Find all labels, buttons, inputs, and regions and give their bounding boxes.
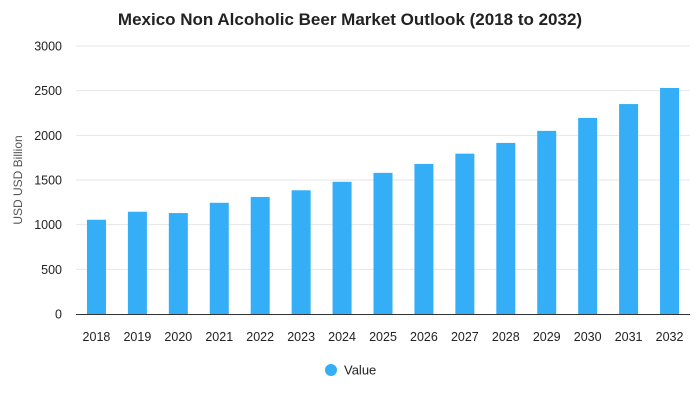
x-tick-label: 2023 xyxy=(287,330,315,344)
bar-2031[interactable] xyxy=(619,104,639,314)
bar-2026[interactable] xyxy=(414,163,434,314)
x-tick-label: 2032 xyxy=(656,330,684,344)
bars xyxy=(86,87,680,314)
x-tick-label: 2026 xyxy=(410,330,438,344)
y-tick-label: 1500 xyxy=(34,174,62,188)
x-tick-label: 2027 xyxy=(451,330,479,344)
x-tick-label: 2029 xyxy=(533,330,561,344)
x-tick-label: 2024 xyxy=(328,330,356,344)
chart-title: Mexico Non Alcoholic Beer Market Outlook… xyxy=(118,10,582,29)
x-tick-label: 2025 xyxy=(369,330,397,344)
x-axis-ticks: 2018 2019 2020 2021 2022 2023 2024 2025 2026 2027… xyxy=(83,330,684,344)
x-tick-label: 2019 xyxy=(123,330,151,344)
x-tick-label: 2028 xyxy=(492,330,520,344)
y-axis-label: USD USD Billion xyxy=(11,135,25,224)
y-tick-label: 2000 xyxy=(34,129,62,143)
bar-2029[interactable] xyxy=(537,130,557,314)
y-tick-label: 1000 xyxy=(34,218,62,232)
x-tick-label: 2030 xyxy=(574,330,602,344)
bar-2020[interactable] xyxy=(168,213,188,314)
bar-2032[interactable] xyxy=(660,87,680,314)
bar-2018[interactable] xyxy=(86,219,106,314)
y-tick-label: 2500 xyxy=(34,84,62,98)
legend-label: Value xyxy=(344,363,376,378)
legend-marker xyxy=(325,364,337,376)
y-tick-label: 3000 xyxy=(34,40,62,54)
legend[interactable]: Value xyxy=(325,363,376,378)
bar-2030[interactable] xyxy=(578,117,598,314)
y-tick-label: 500 xyxy=(41,263,62,277)
x-tick-label: 2022 xyxy=(246,330,274,344)
y-tick-label: 0 xyxy=(55,308,62,322)
bar-2022[interactable] xyxy=(250,196,270,314)
x-tick-label: 2021 xyxy=(205,330,233,344)
bar-2024[interactable] xyxy=(332,181,352,314)
bar-2025[interactable] xyxy=(373,172,393,314)
bar-2023[interactable] xyxy=(291,190,311,314)
bar-2019[interactable] xyxy=(127,211,147,314)
x-tick-label: 2020 xyxy=(164,330,192,344)
y-axis-ticks: 0 500 1000 1500 2000 2500 3000 xyxy=(34,40,62,322)
bar-2027[interactable] xyxy=(455,153,475,314)
x-tick-label: 2031 xyxy=(615,330,643,344)
x-tick-label: 2018 xyxy=(83,330,111,344)
bar-2028[interactable] xyxy=(496,142,516,314)
bar-2021[interactable] xyxy=(209,202,229,314)
